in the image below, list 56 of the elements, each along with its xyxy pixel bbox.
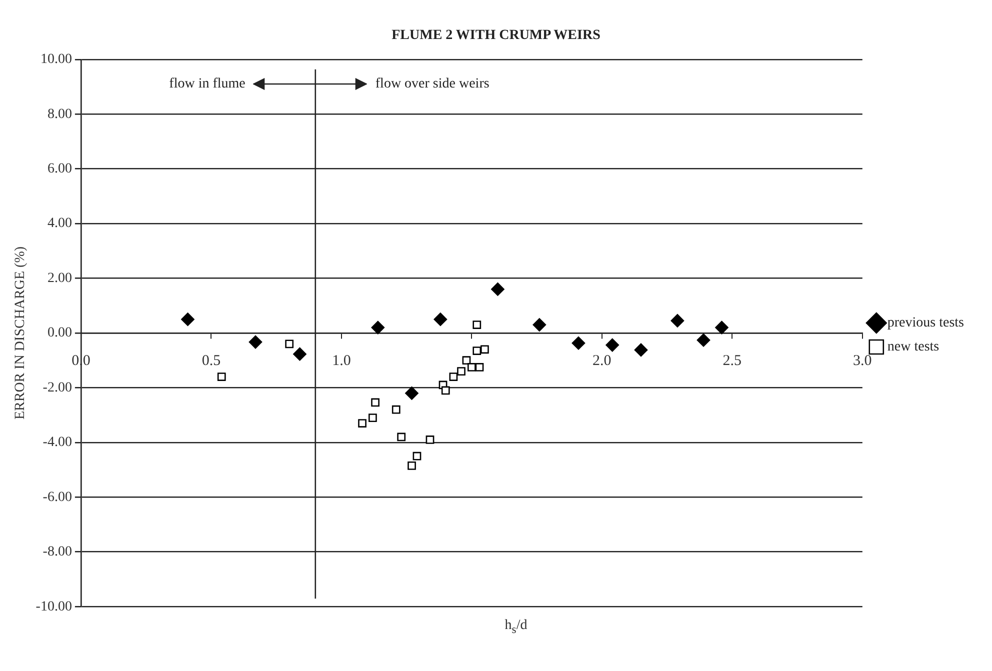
point: [426, 436, 434, 444]
x-tick-label: 2.5: [722, 352, 742, 369]
point: [293, 347, 306, 361]
legend-label: previous tests: [887, 316, 964, 331]
legend-label: new tests: [887, 340, 940, 355]
point: [371, 320, 385, 334]
point: [371, 398, 380, 407]
point: [572, 336, 586, 350]
point: [462, 356, 471, 365]
y-tick-label: -4.00: [42, 435, 72, 450]
annotation: flow over side weirs: [375, 76, 490, 92]
point: [412, 452, 422, 460]
point: [696, 333, 710, 347]
y-tick-label: -6.00: [42, 490, 72, 505]
point: [475, 363, 484, 372]
point: [715, 320, 728, 334]
point: [606, 338, 619, 352]
x-tick-label: 2.0: [592, 352, 612, 369]
point: [532, 318, 546, 332]
x-axis-title: h$_{s}$/d: [504, 618, 528, 636]
point: [248, 335, 262, 349]
point: [434, 312, 448, 326]
point: [285, 340, 294, 348]
y-tick-label: -2.00: [42, 380, 72, 396]
y-axis-title: ERROR IN DISCHARGE (%): [13, 246, 28, 420]
annotation: flow in flume: [169, 76, 246, 92]
point: [457, 367, 466, 376]
point: [441, 386, 450, 395]
y-tick-label: -8.00: [42, 544, 72, 560]
point: [480, 345, 489, 354]
y-tick-label: 0.00: [47, 326, 72, 341]
point: [397, 432, 406, 442]
point: [472, 320, 482, 329]
point: [449, 372, 458, 381]
point: [181, 312, 194, 326]
point: [368, 414, 377, 422]
point: [491, 282, 504, 296]
point: [405, 386, 418, 400]
y-tick-label: 8.00: [47, 106, 72, 122]
point: [408, 462, 416, 470]
y-tick-label: -10.00: [36, 599, 72, 614]
x-tick-label: 1.0: [332, 352, 351, 369]
y-tick-label: 2.00: [47, 270, 72, 286]
point: [358, 419, 366, 428]
y-tick-label: 10.00: [40, 52, 72, 68]
y-tick-label: 6.00: [47, 162, 72, 177]
point: [217, 372, 226, 381]
chart-title: FLUME 2 WITH CRUMP WEIRS: [390, 27, 602, 45]
point: [670, 314, 684, 328]
point: [392, 405, 400, 414]
x-tick-label: 3.0: [853, 352, 872, 369]
point: [467, 363, 476, 372]
y-tick-label: 4.00: [47, 216, 72, 232]
x-tick-label: 0.5: [202, 352, 221, 369]
point: [472, 346, 482, 355]
point: [634, 343, 648, 357]
